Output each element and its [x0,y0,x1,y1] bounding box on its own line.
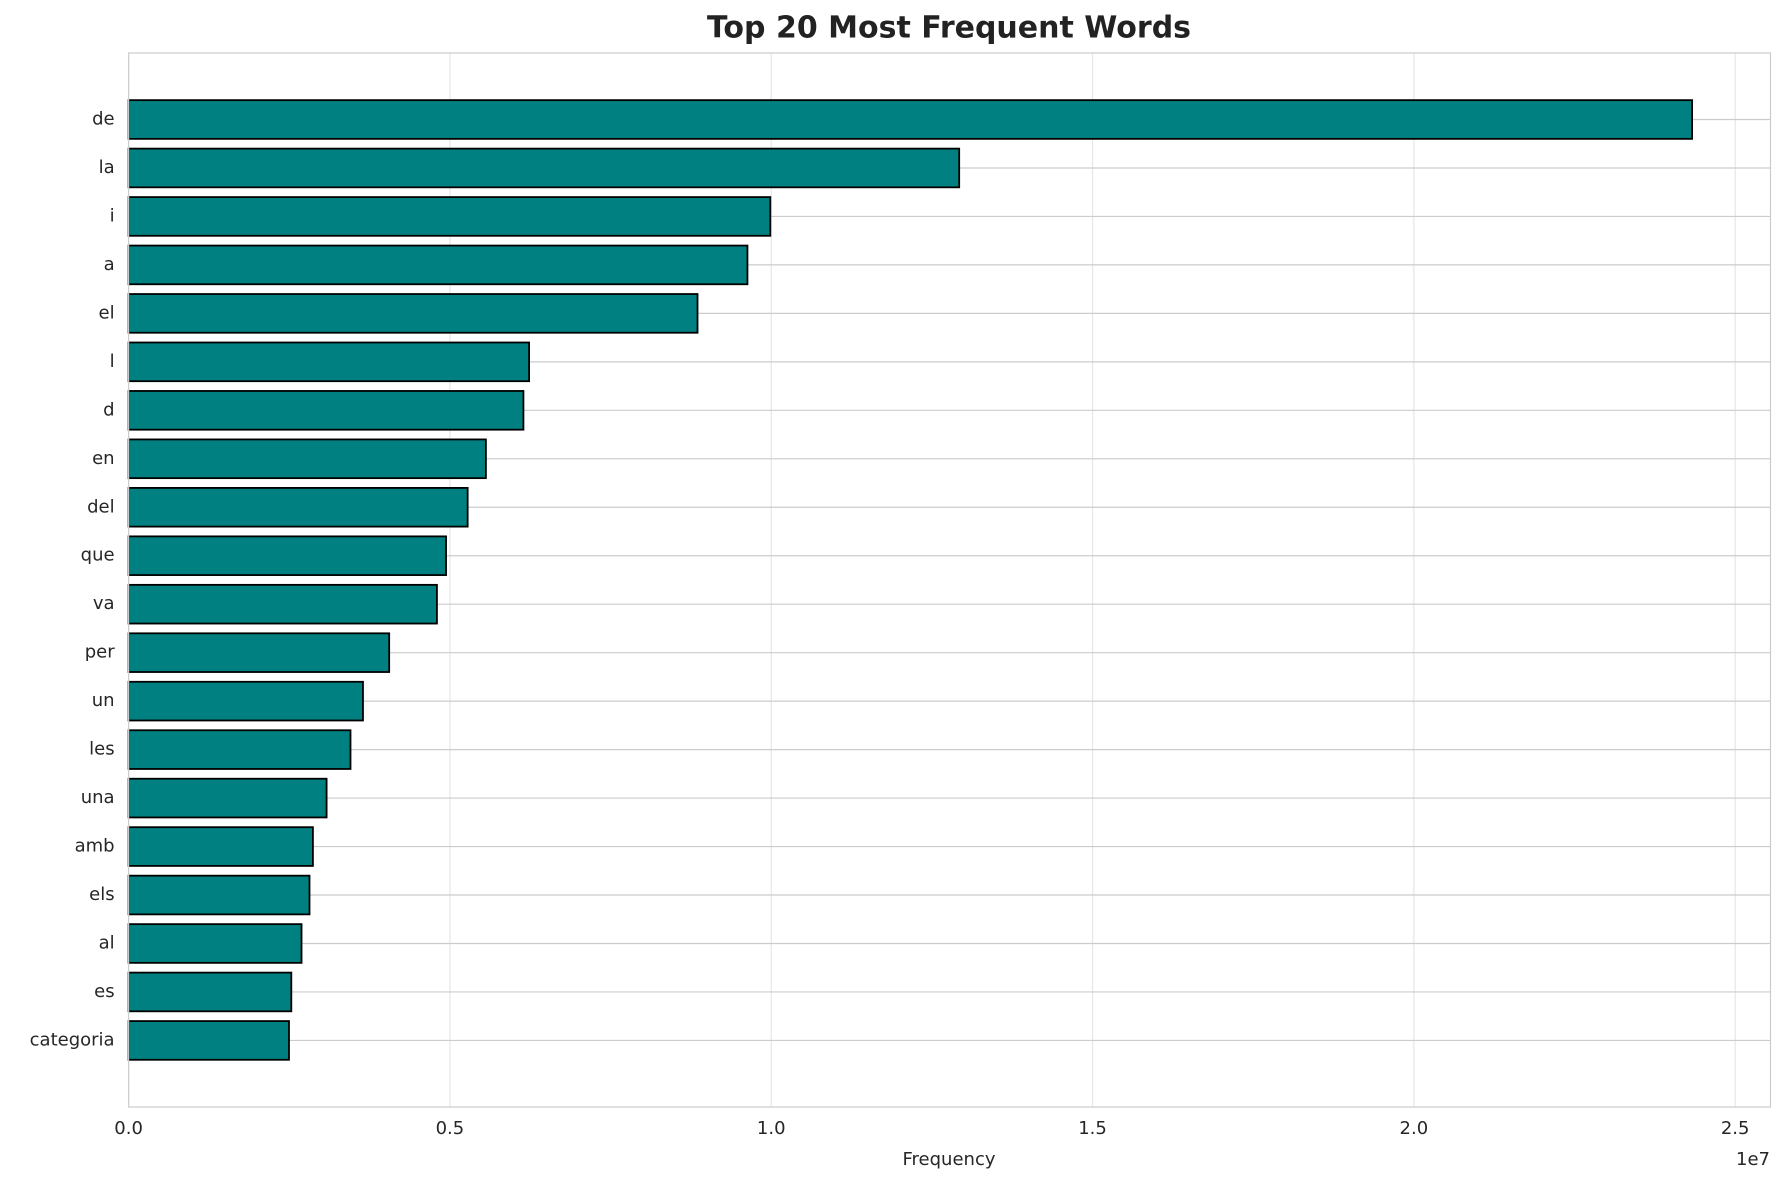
y-tick-label: va [93,593,115,614]
y-tick-label: en [92,448,114,469]
x-tick-label: 2.0 [1400,1118,1429,1139]
x-tick-label: 0.5 [436,1118,465,1139]
bar [127,923,303,964]
y-tick-label: l [110,351,115,372]
bar [127,1020,290,1061]
y-tick-label: la [99,157,115,178]
bar [127,874,311,916]
y-tick-label: una [81,787,115,808]
bar [127,99,1694,140]
bar [127,729,352,770]
bar [127,632,391,673]
y-tick-label: el [99,302,115,323]
y-tick-label: es [94,981,114,1002]
y-tick-label: de [92,109,115,130]
bar [127,535,447,576]
y-tick-label: i [110,205,115,226]
y-tick-label: a [104,254,115,275]
x-tick-label: 2.5 [1721,1118,1750,1139]
y-tick-label: per [85,642,116,663]
y-tick-label: els [89,884,114,905]
bar [127,390,525,431]
y-tick-label: les [89,739,114,760]
bar [127,244,749,286]
y-tick-label: al [99,932,115,953]
bar [127,777,328,819]
x-tick-label: 1.0 [757,1118,786,1139]
x-axis-label: Frequency [903,1149,996,1170]
bar [127,341,530,383]
y-tick-label: un [92,690,115,711]
bar [127,826,314,867]
offset-label: 1e7 [1736,1149,1770,1170]
y-tick-label: del [87,496,115,517]
y-tick-label: que [81,545,115,566]
y-tick-label: categoria [30,1029,115,1050]
bar [127,196,772,237]
x-tick-label: 0.0 [114,1118,143,1139]
x-tick-label: 1.5 [1078,1118,1107,1139]
bar [127,293,699,334]
bar [127,680,364,722]
plot-frame [128,52,1772,1108]
bar [127,487,469,528]
y-tick-label: d [103,399,114,420]
bar [127,438,487,480]
bar [127,971,293,1013]
y-tick-label: amb [75,836,115,857]
bar [127,147,961,189]
chart-title: Top 20 Most Frequent Words [707,11,1191,46]
bar [127,583,438,625]
